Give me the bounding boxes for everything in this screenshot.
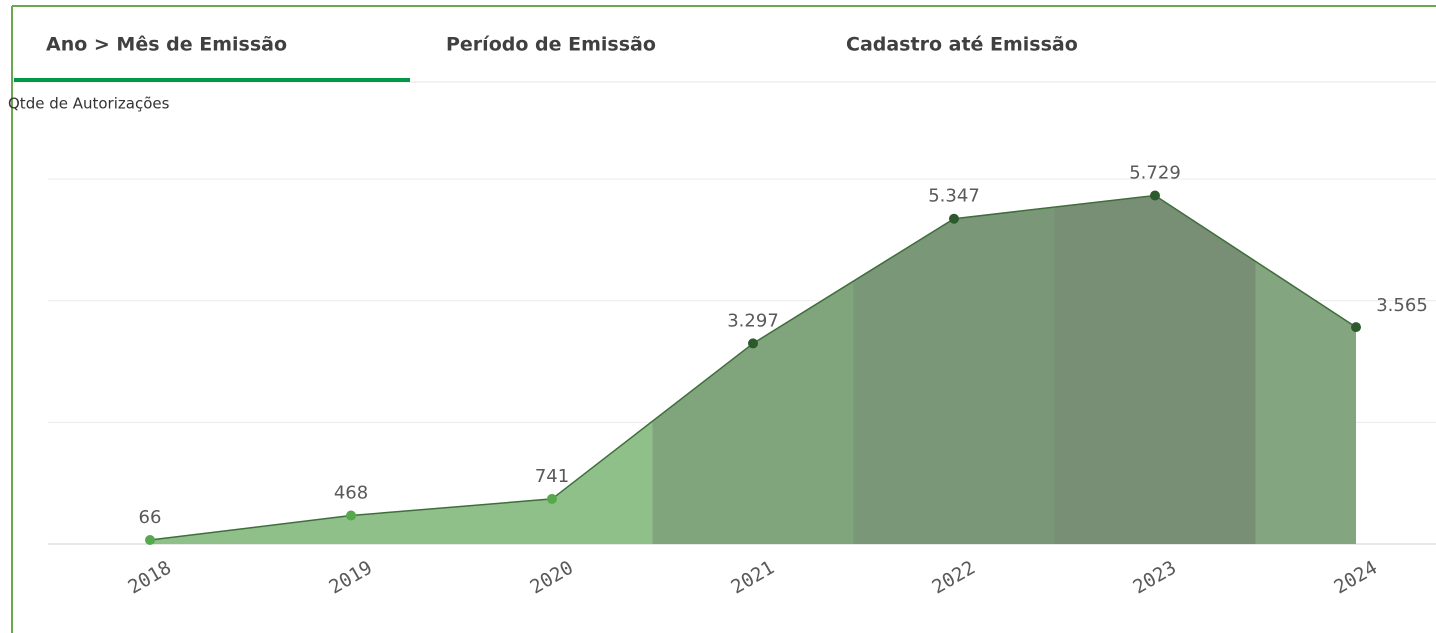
data-label: 3.297 xyxy=(727,310,779,331)
x-tick-label: 2024 xyxy=(1330,557,1381,599)
data-point xyxy=(145,534,155,545)
data-label: 66 xyxy=(139,507,162,528)
data-label: 741 xyxy=(535,466,569,487)
x-tick-label: 2023 xyxy=(1129,557,1180,599)
tab-bar: Ano > Mês de Emissão Período de Emissão Ca… xyxy=(46,34,1078,56)
chart: 66 2018 468 2019 741 2020 3.297 2021 5.347 2022 5.… xyxy=(48,162,1436,599)
y-axis-title: Qtde de Autorizações xyxy=(8,95,170,113)
x-tick-label: 2020 xyxy=(526,557,577,599)
x-tick-label: 2022 xyxy=(928,557,979,599)
x-tick-label: 2019 xyxy=(325,557,376,599)
data-label: 3.565 xyxy=(1376,295,1428,316)
area-band xyxy=(1054,195,1256,544)
data-label: 468 xyxy=(334,483,368,504)
tab[interactable]: Ano > Mês de Emissão xyxy=(46,34,287,56)
tab[interactable]: Período de Emissão xyxy=(446,34,656,56)
data-point xyxy=(1150,190,1160,201)
area-band xyxy=(150,195,251,544)
data-point xyxy=(748,338,758,349)
data-point xyxy=(346,510,356,521)
x-tick-label: 2021 xyxy=(727,557,778,599)
data-point xyxy=(547,493,557,504)
data-label: 5.729 xyxy=(1129,162,1181,183)
tab[interactable]: Cadastro até Emissão xyxy=(846,34,1078,56)
active-tab-indicator xyxy=(14,78,410,82)
data-point xyxy=(1351,322,1361,333)
x-tick-label: 2018 xyxy=(124,557,175,599)
data-label: 5.347 xyxy=(928,186,980,207)
data-point xyxy=(949,213,959,224)
area-band xyxy=(853,195,1055,544)
area-band xyxy=(1255,195,1356,544)
area-band xyxy=(250,195,452,544)
